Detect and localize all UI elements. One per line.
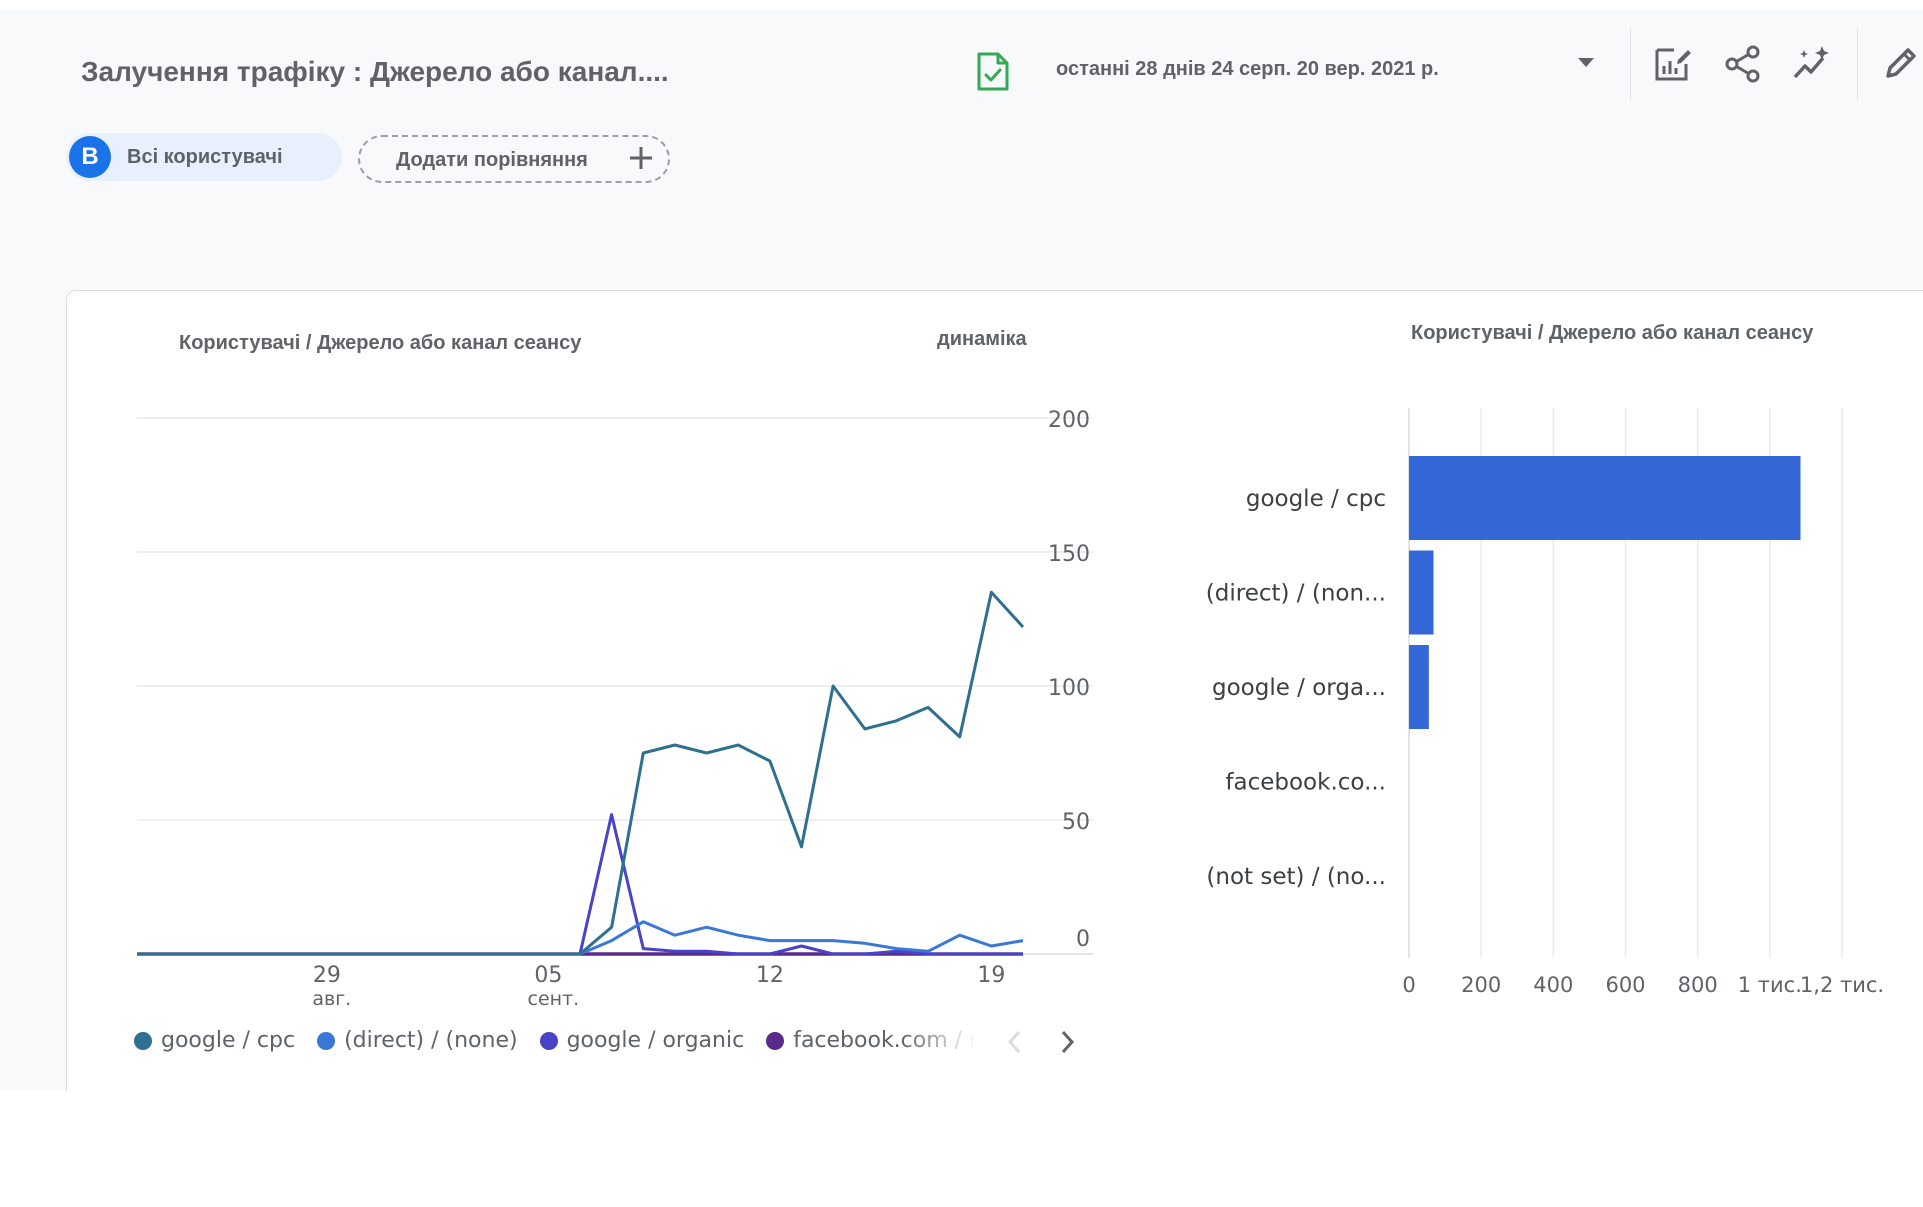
page-title: Залучення трафіку : Джерело або канал...…	[81, 56, 669, 87]
line-chart-x-tick: 19	[977, 963, 1005, 988]
bar-chart-bar	[1409, 456, 1801, 540]
line-chart-x-tick: 12	[756, 963, 784, 988]
customize-chart-icon[interactable]	[1648, 40, 1696, 88]
plus-icon	[630, 147, 652, 169]
bar-chart-category-label: google / cpc	[1246, 486, 1386, 512]
add-comparison-button[interactable]: Додати порівняння	[358, 135, 670, 183]
legend-item[interactable]: (direct) / (none)	[317, 1028, 518, 1053]
add-comparison-label: Додати порівняння	[396, 149, 588, 171]
legend-swatch	[134, 1031, 152, 1050]
bar-chart-bar	[1409, 645, 1429, 729]
legend-swatch	[539, 1031, 558, 1050]
line-chart-x-sublabel: авг.	[312, 988, 351, 1010]
bar-chart-category-label: (direct) / (non...	[1206, 581, 1386, 607]
bar-chart-x-tick: 800	[1678, 973, 1718, 997]
bar-chart-x-tick: 600	[1605, 973, 1645, 997]
legend-label: (direct) / (none)	[344, 1028, 518, 1053]
date-range-label[interactable]: останні 28 днів 24 серп. 20 вер. 2021 р.	[1056, 58, 1439, 80]
report-check-icon[interactable]	[976, 52, 1010, 92]
chart-legend: google / cpc (direct) / (none) google / or…	[134, 1028, 974, 1064]
pencil-icon[interactable]	[1876, 40, 1923, 88]
bar-chart-x-tick: 0	[1402, 973, 1415, 997]
all-users-chip[interactable]: B Всі користувачі	[66, 133, 342, 181]
line-chart-y-tick: 0	[1076, 927, 1090, 952]
toolbar-divider	[1857, 26, 1858, 102]
bar-chart-category-label: facebook.co...	[1225, 770, 1386, 796]
bar-chart-title: Користувачі / Джерело або канал сеансу	[1411, 322, 1814, 344]
line-chart-y-tick: 100	[1048, 676, 1090, 701]
segment-badge: B	[69, 136, 111, 178]
all-users-label: Всі користувачі	[127, 146, 283, 168]
legend-swatch	[766, 1031, 785, 1050]
legend-label: google / cpc	[161, 1028, 296, 1053]
caret-down-icon[interactable]	[1572, 50, 1600, 74]
legend-item[interactable]: google / organic	[539, 1028, 745, 1053]
bar-chart-x-tick: 200	[1461, 973, 1501, 997]
insights-sparkle-icon[interactable]	[1788, 40, 1836, 88]
line-chart-subtitle: динаміка	[937, 328, 1027, 350]
line-chart-x-tick: 05	[534, 963, 562, 988]
share-icon[interactable]	[1719, 40, 1767, 88]
bar-chart-x-tick: 1,2 тис.	[1800, 973, 1884, 997]
toolbar-divider	[1630, 26, 1631, 102]
line-chart-x-tick: 29	[313, 963, 341, 988]
bar-chart-category-label: google / orga...	[1212, 675, 1386, 701]
chart-card	[66, 290, 1923, 1091]
chevron-left-icon[interactable]	[1002, 1024, 1028, 1060]
legend-swatch	[317, 1031, 336, 1050]
chevron-right-icon[interactable]	[1054, 1024, 1080, 1060]
line-chart-y-tick: 50	[1062, 810, 1090, 835]
line-chart-title: Користувачі / Джерело або канал сеансу	[179, 332, 582, 354]
legend-fade	[900, 1020, 1010, 1070]
bar-chart-x-tick: 400	[1533, 973, 1573, 997]
bar-chart-bar	[1409, 550, 1434, 635]
legend-label: google / organic	[566, 1028, 745, 1053]
line-chart-y-tick: 200	[1048, 408, 1090, 433]
bar-chart-x-tick: 1 тис.	[1738, 973, 1802, 997]
line-chart-y-tick: 150	[1048, 542, 1090, 567]
legend-item[interactable]: google / cpc	[134, 1028, 295, 1053]
bar-chart-category-label: (not set) / (no...	[1206, 864, 1386, 890]
line-series-google-cpc	[137, 590, 1025, 956]
line-chart-x-sublabel: сент.	[528, 988, 580, 1010]
